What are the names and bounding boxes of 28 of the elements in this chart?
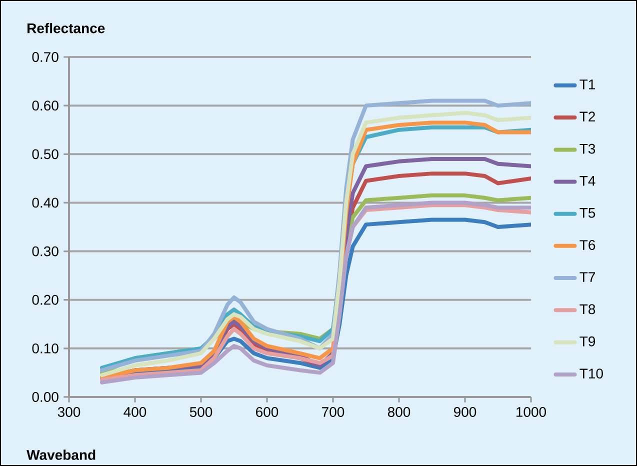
y-tick-label: 0.20 bbox=[32, 294, 58, 305]
legend-label: T2 bbox=[580, 112, 595, 122]
y-tick-label: 0.70 bbox=[32, 52, 58, 62]
y-tick-label: 0.10 bbox=[32, 343, 58, 354]
legend-label: T3 bbox=[580, 144, 596, 154]
y-tick-label: 0.00 bbox=[32, 392, 58, 402]
legend-label: T1 bbox=[580, 80, 596, 90]
x-tick-label: 700 bbox=[322, 407, 344, 417]
y-tick-label: 0.60 bbox=[32, 100, 58, 111]
x-tick-label: 500 bbox=[190, 407, 212, 417]
x-tick-label: 800 bbox=[388, 407, 410, 417]
y-tick-label: 0.50 bbox=[32, 149, 58, 160]
legend-label: T9 bbox=[580, 336, 596, 346]
legend-label: T10 bbox=[580, 368, 603, 379]
x-tick-label: 600 bbox=[256, 407, 278, 417]
y-tick-label: 0.40 bbox=[32, 198, 58, 208]
y-axis-title: Reflectance bbox=[28, 22, 105, 34]
x-tick-label: 900 bbox=[454, 407, 476, 417]
x-axis-title: Waveband bbox=[26, 450, 96, 460]
x-tick-label: 1000 bbox=[516, 407, 546, 417]
legend-label: T8 bbox=[580, 304, 596, 314]
legend-label: T6 bbox=[580, 240, 596, 250]
legend-label: T7 bbox=[580, 272, 595, 282]
x-tick-label: 300 bbox=[58, 407, 80, 417]
legend-label: T4 bbox=[580, 176, 596, 186]
y-tick-label: 0.30 bbox=[32, 246, 58, 256]
x-tick-label: 400 bbox=[124, 407, 146, 417]
legend-label: T5 bbox=[580, 208, 596, 218]
